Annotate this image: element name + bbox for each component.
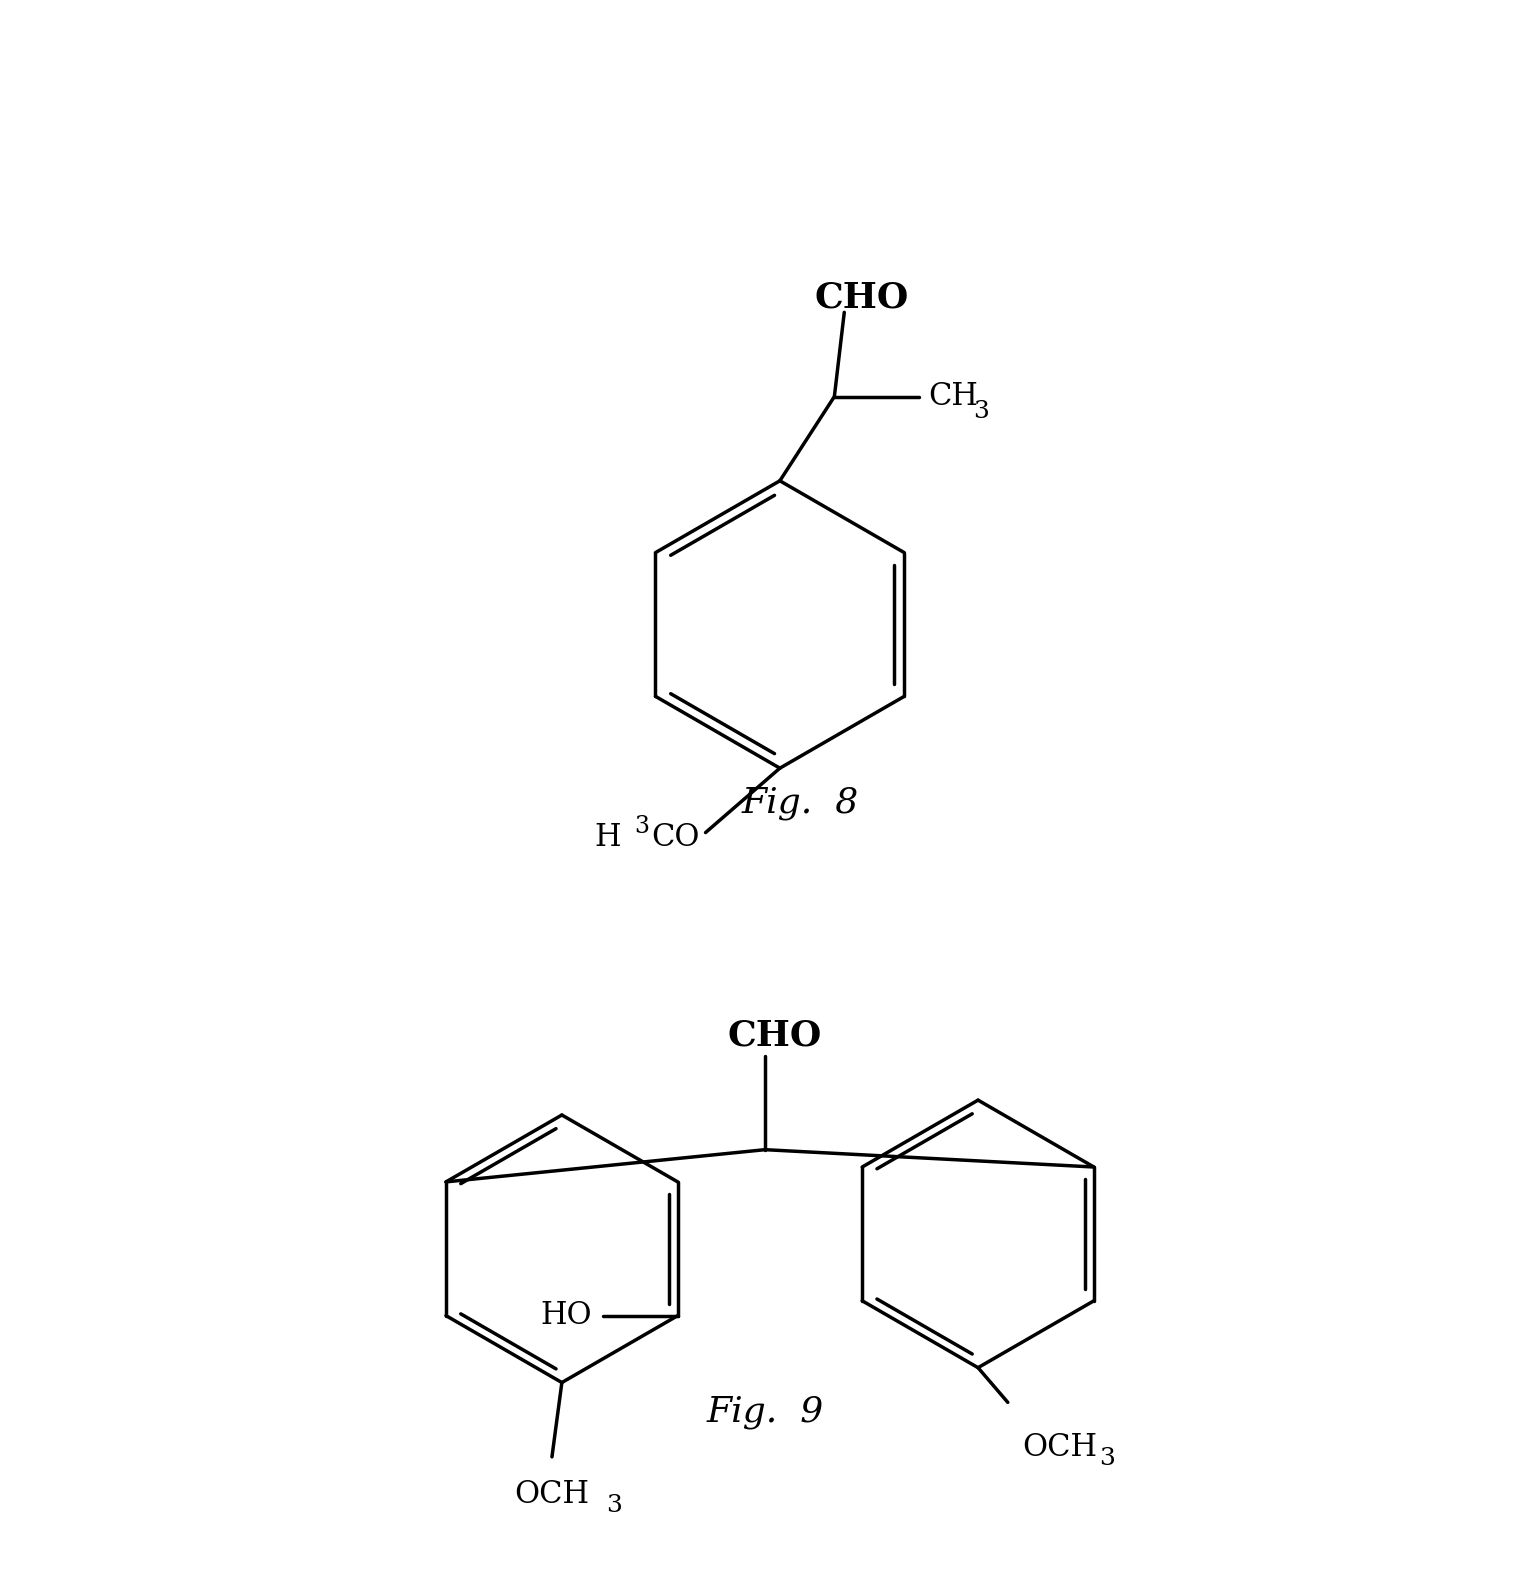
Text: OCH: OCH: [514, 1479, 589, 1510]
Text: 3: 3: [973, 400, 988, 423]
Text: CHO: CHO: [815, 280, 909, 315]
Text: 3: 3: [635, 815, 649, 837]
Text: CHO: CHO: [728, 1019, 822, 1052]
Text: CH: CH: [929, 381, 978, 412]
Text: H: H: [595, 823, 621, 853]
Text: OCH: OCH: [1022, 1431, 1097, 1463]
Text: CO: CO: [652, 823, 699, 853]
Text: HO: HO: [540, 1301, 592, 1331]
Text: Fig.  9: Fig. 9: [707, 1395, 823, 1430]
Text: 3: 3: [1099, 1447, 1115, 1469]
Text: Fig.  8: Fig. 8: [741, 786, 858, 820]
Text: 3: 3: [606, 1493, 623, 1516]
